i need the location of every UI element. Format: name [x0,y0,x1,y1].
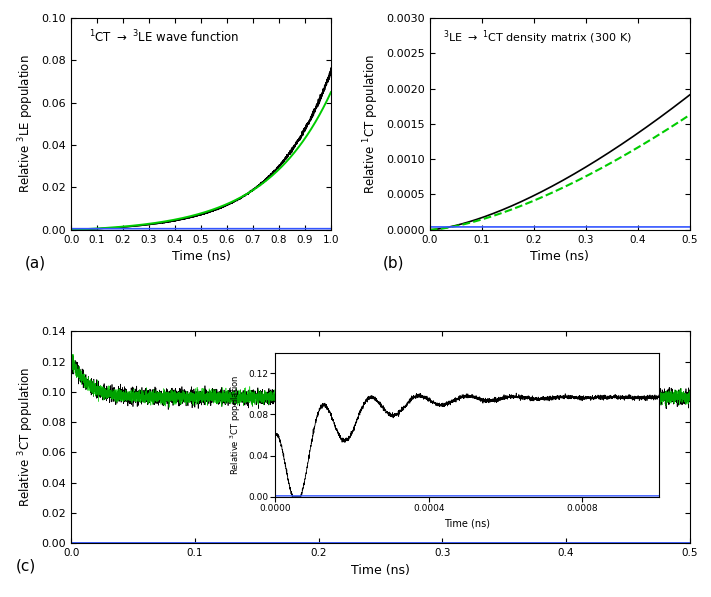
X-axis label: Time (ns): Time (ns) [171,250,230,263]
Text: $^3$LE $\rightarrow$ $^1$CT density matrix (300 K): $^3$LE $\rightarrow$ $^1$CT density matr… [443,29,631,47]
Text: (b): (b) [383,256,405,271]
Y-axis label: Relative $^3$CT population: Relative $^3$CT population [16,367,36,507]
Text: $^1$CT $\rightarrow$ $^3$LE wave function: $^1$CT $\rightarrow$ $^3$LE wave functio… [90,29,240,45]
Y-axis label: Relative $^1$CT population: Relative $^1$CT population [361,54,380,194]
Text: (a): (a) [24,256,46,271]
Y-axis label: Relative $^3$LE population: Relative $^3$LE population [16,54,36,193]
X-axis label: Time (ns): Time (ns) [351,564,410,577]
Text: (c): (c) [16,559,36,574]
X-axis label: Time (ns): Time (ns) [530,250,589,263]
